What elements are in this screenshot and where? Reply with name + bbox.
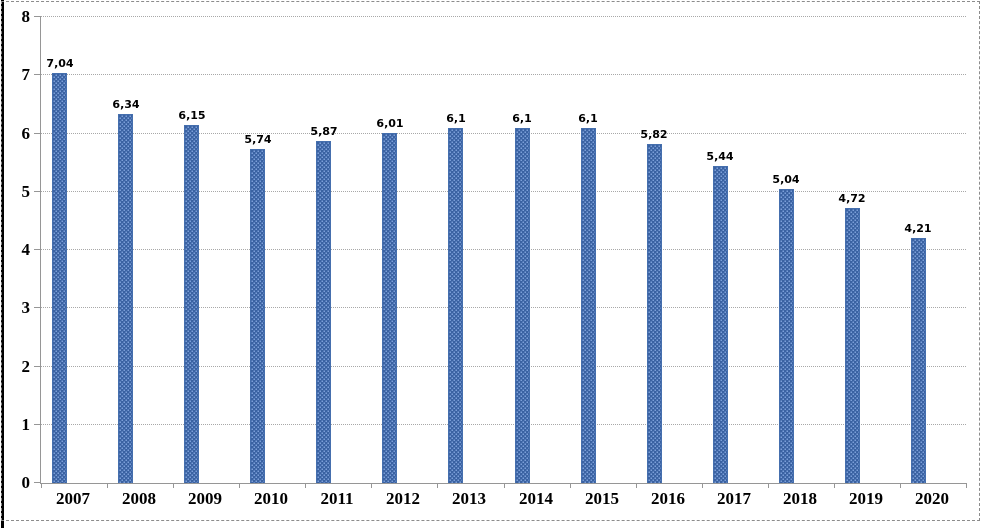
gridline-y-4 bbox=[41, 249, 966, 250]
y-axis-tick bbox=[34, 132, 41, 134]
x-axis-category-label: 2013 bbox=[452, 489, 486, 508]
bar-2008 bbox=[118, 114, 133, 483]
bar-2013 bbox=[448, 128, 463, 483]
gridline-y-6 bbox=[41, 132, 966, 134]
y-axis-tick bbox=[34, 190, 41, 192]
x-axis-category-label: 2009 bbox=[188, 489, 222, 508]
bar-2015 bbox=[581, 128, 596, 483]
gridline-y-8 bbox=[41, 16, 966, 17]
bar-value-label: 7,04 bbox=[46, 57, 74, 70]
left-edge-line bbox=[1, 0, 4, 528]
bar-value-label: 5,87 bbox=[310, 125, 338, 138]
x-axis-category-label: 2007 bbox=[56, 489, 90, 508]
x-axis-tick bbox=[768, 483, 769, 488]
gridline-y-7 bbox=[41, 74, 966, 76]
bar-value-label: 4,21 bbox=[904, 222, 932, 235]
x-axis-tick bbox=[966, 483, 967, 488]
x-axis-category-label: 2016 bbox=[651, 489, 685, 508]
y-axis-tick bbox=[34, 74, 41, 76]
x-axis-category-label: 2014 bbox=[519, 489, 553, 508]
x-axis-tick bbox=[305, 483, 306, 488]
gridline-y-2 bbox=[41, 365, 966, 367]
bar-value-label: 5,74 bbox=[244, 133, 272, 146]
bar-value-label: 6,1 bbox=[578, 112, 598, 125]
y-axis-tick-label: 2 bbox=[21, 356, 31, 376]
bar-value-label: 5,04 bbox=[772, 173, 800, 186]
bar-value-label: 6,1 bbox=[446, 112, 466, 125]
x-axis-tick bbox=[504, 483, 505, 488]
bar-2009 bbox=[184, 125, 199, 483]
gridline-y-1 bbox=[41, 423, 966, 425]
bar-2019 bbox=[845, 208, 860, 483]
bar-value-label: 6,34 bbox=[112, 98, 140, 111]
y-axis-tick bbox=[34, 482, 41, 483]
x-axis-tick bbox=[437, 483, 438, 488]
bar-2007 bbox=[52, 73, 67, 483]
x-axis-tick bbox=[107, 483, 108, 488]
bar-value-label: 5,44 bbox=[706, 150, 734, 163]
bar-value-label: 5,82 bbox=[640, 128, 668, 141]
y-axis-tick-label: 6 bbox=[21, 123, 31, 143]
x-axis-category-label: 2012 bbox=[386, 489, 420, 508]
y-axis-tick-label: 4 bbox=[21, 240, 31, 259]
x-axis-category-label: 2015 bbox=[585, 489, 619, 508]
x-axis-category-label: 2018 bbox=[783, 489, 817, 508]
y-axis-tick-label: 0 bbox=[21, 473, 31, 492]
x-axis-category-label: 2020 bbox=[915, 489, 949, 508]
y-axis-tick bbox=[34, 307, 41, 309]
y-axis-tick bbox=[34, 249, 41, 250]
y-axis-tick bbox=[34, 365, 41, 367]
bar-value-label: 6,01 bbox=[376, 117, 404, 130]
x-axis-tick bbox=[636, 483, 637, 488]
bar-2012 bbox=[382, 133, 397, 483]
gridline-y-3 bbox=[41, 307, 966, 309]
y-axis-tick-label: 3 bbox=[21, 298, 31, 318]
x-axis-tick bbox=[702, 483, 703, 488]
y-axis-tick-label: 7 bbox=[21, 65, 31, 85]
y-axis-tick bbox=[34, 423, 41, 425]
x-axis-category-label: 2019 bbox=[849, 489, 883, 508]
bar-2020 bbox=[911, 238, 926, 483]
bar-2011 bbox=[316, 141, 331, 483]
bar-2014 bbox=[515, 128, 530, 483]
plot-area: 7,04 6,34 6,15 5,74 5,87 6,01 6,1 6,1 6,1 5,82 5,4… bbox=[34, 16, 967, 488]
bar-value-label: 4,72 bbox=[838, 192, 866, 205]
x-axis-tick bbox=[239, 483, 240, 488]
y-axis-tick-label: 1 bbox=[21, 414, 31, 434]
x-axis-tick bbox=[371, 483, 372, 488]
y-axis-tick bbox=[34, 16, 41, 17]
x-axis-tick bbox=[900, 483, 901, 488]
bar-value-label: 6,15 bbox=[178, 109, 206, 122]
bar-2017 bbox=[713, 166, 728, 483]
x-axis-category-label: 2011 bbox=[320, 489, 354, 508]
x-axis-tick bbox=[173, 483, 174, 488]
bar-2016 bbox=[647, 144, 662, 483]
x-axis-category-label: 2017 bbox=[717, 489, 751, 508]
bar-2010 bbox=[250, 149, 265, 483]
gridline-y-5 bbox=[41, 190, 966, 192]
x-axis-tick bbox=[834, 483, 835, 488]
x-axis-category-label: 2008 bbox=[122, 489, 156, 508]
x-axis-category-label: 2010 bbox=[254, 489, 288, 508]
x-axis-tick bbox=[41, 483, 42, 488]
x-axis-tick bbox=[570, 483, 571, 488]
bar-value-label: 6,1 bbox=[512, 112, 532, 125]
y-axis-tick-label: 8 bbox=[21, 7, 31, 26]
bar-2018 bbox=[779, 189, 794, 483]
y-axis-tick-label: 5 bbox=[21, 181, 31, 201]
